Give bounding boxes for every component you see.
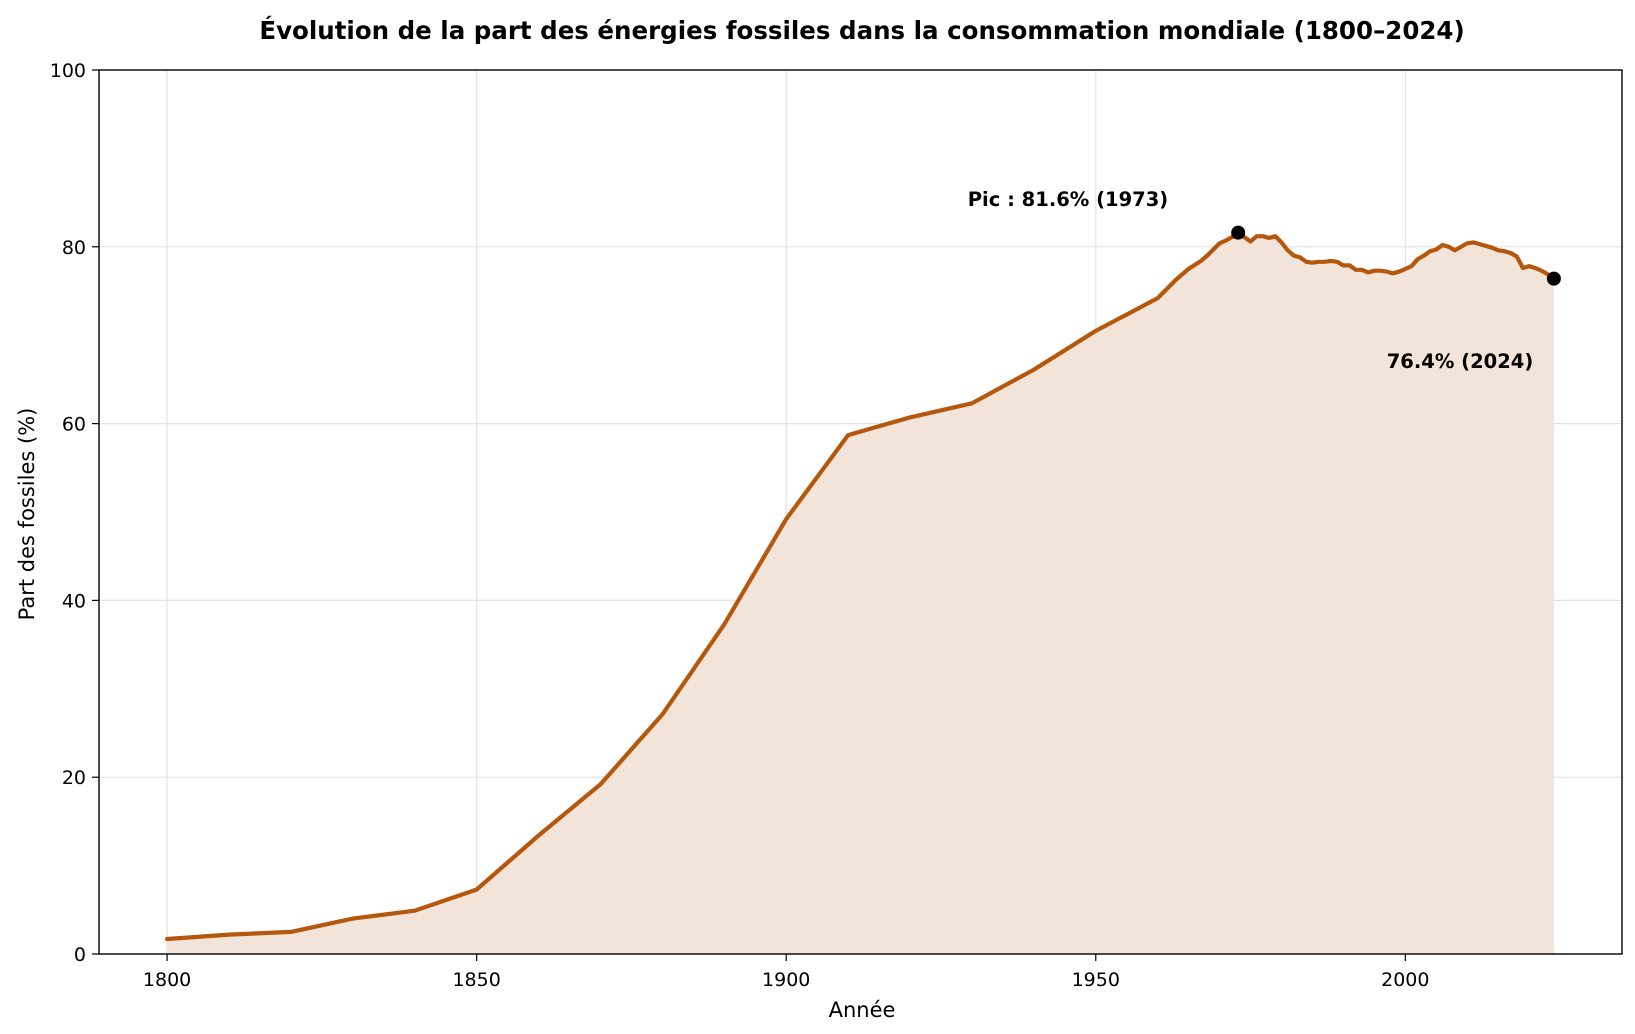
y-tick-label: 60	[62, 414, 86, 436]
y-tick-label: 80	[62, 237, 86, 259]
series-line	[165, 230, 1556, 942]
x-axis: 1800 1850 1900 1950 2000	[143, 954, 1429, 991]
y-axis-label: Part des fossiles (%)	[15, 408, 39, 621]
x-tick-label: 1950	[1072, 969, 1120, 991]
markers	[1231, 225, 1561, 286]
x-tick-label: 2000	[1381, 969, 1429, 991]
y-tick-label: 20	[62, 767, 86, 789]
x-axis-label: Année	[829, 998, 896, 1022]
x-tick-label: 1800	[143, 969, 191, 991]
last-marker	[1546, 271, 1561, 286]
x-tick-label: 1850	[452, 969, 500, 991]
x-tick-label: 1900	[762, 969, 810, 991]
peak-marker	[1231, 225, 1246, 240]
y-axis: 0 20 40 60 80 100	[50, 60, 99, 966]
plot-frame	[98, 69, 1623, 955]
y-tick-label: 40	[62, 590, 86, 612]
chart-title: Évolution de la part des énergies fossil…	[259, 16, 1464, 45]
area-fill	[167, 232, 1554, 954]
y-tick-label: 100	[50, 60, 86, 82]
y-tick-label: 0	[74, 944, 86, 966]
peak-annotation: Pic : 81.6% (1973)	[968, 188, 1168, 211]
last-annotation: 76.4% (2024)	[1387, 350, 1534, 373]
